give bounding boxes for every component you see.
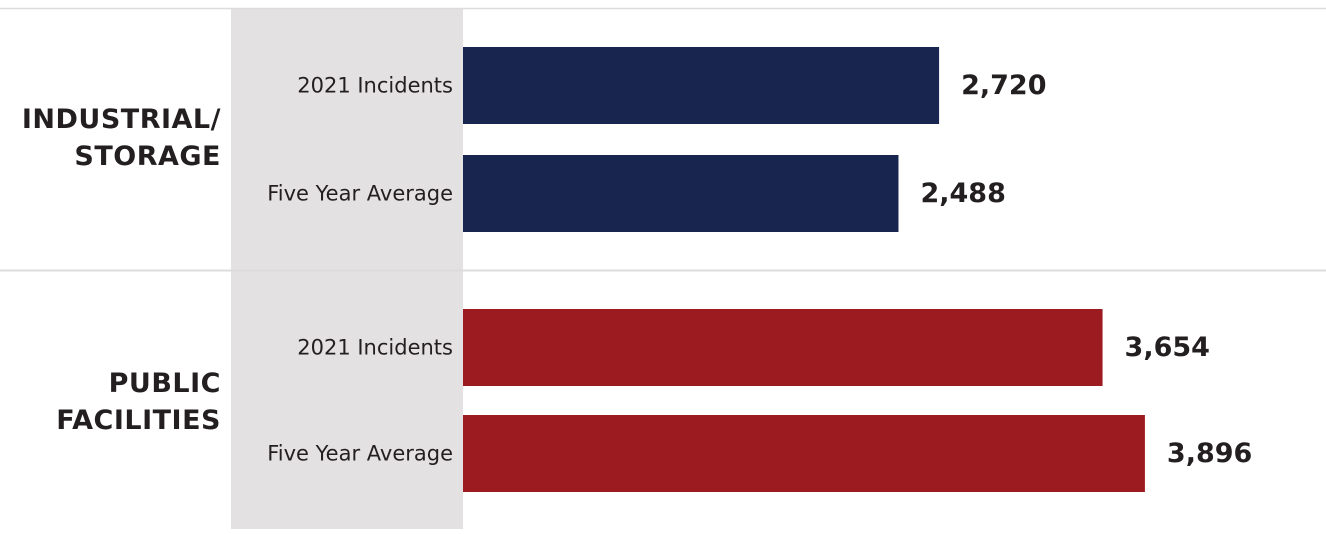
bar-value-label: 2,720 <box>961 70 1046 101</box>
bar-value-label: 2,488 <box>920 178 1005 209</box>
bar-label-panel <box>231 8 463 529</box>
bar <box>463 155 899 232</box>
bar-value-label: 3,896 <box>1167 438 1252 469</box>
bar-category-label: Five Year Average <box>267 182 453 206</box>
bar-category-label: 2021 Incidents <box>297 74 453 98</box>
category-label-industrial-storage: INDUSTRIAL/ STORAGE <box>22 101 221 175</box>
category-label-line: PUBLIC <box>108 368 221 399</box>
bar-category-label: Five Year Average <box>267 442 453 466</box>
bar-value-label: 3,654 <box>1125 332 1210 363</box>
category-label-public-facilities: PUBLIC FACILITIES <box>56 365 221 439</box>
category-label-line: FACILITIES <box>56 405 221 436</box>
bar-category-label: 2021 Incidents <box>297 336 453 360</box>
category-label-line: INDUSTRIAL/ <box>21 104 221 135</box>
category-label-line: STORAGE <box>74 141 221 172</box>
bar <box>463 415 1145 492</box>
bar <box>463 47 940 124</box>
bar <box>463 309 1103 386</box>
